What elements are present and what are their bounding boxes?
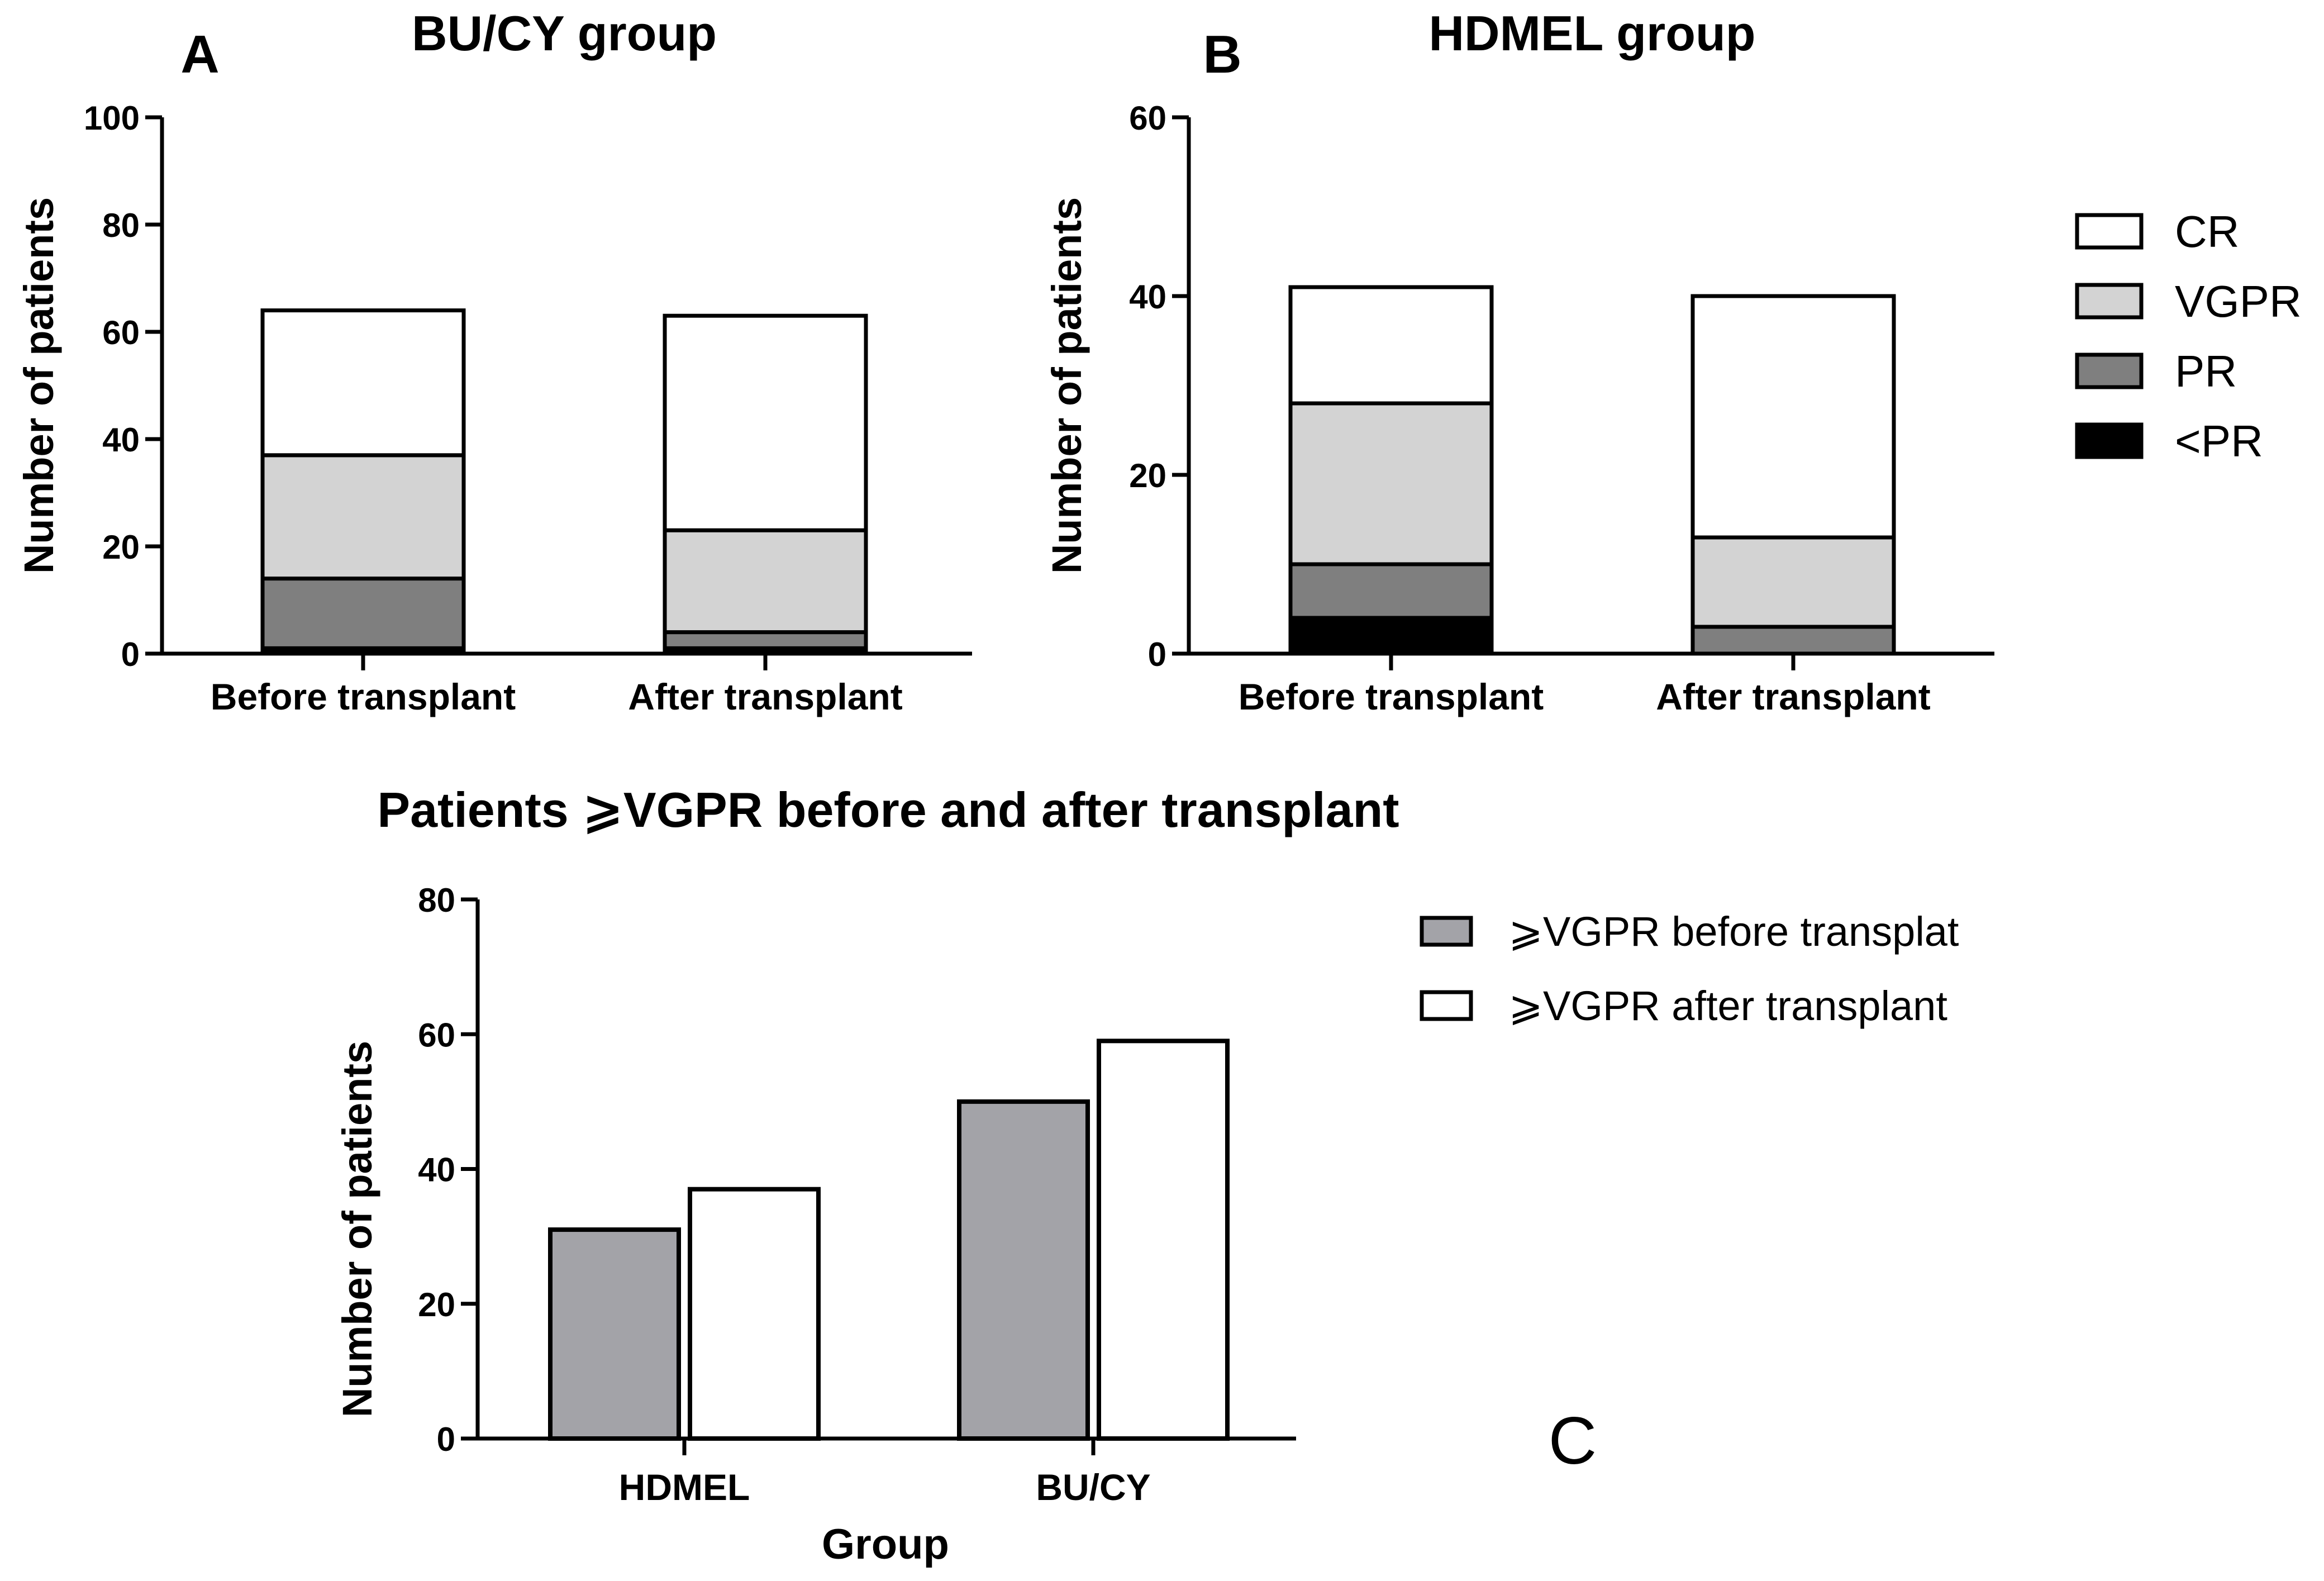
panel-c-title: Patients ⩾VGPR before and after transpla… (377, 782, 1399, 837)
panel-b-bar-VGPR (1288, 401, 1494, 566)
legend-swatch-after (1420, 990, 1473, 1021)
legend-label-before: ⩾VGPR before transplat (1508, 908, 1959, 955)
legend-top: CR VGPR PR <PR (2075, 207, 2302, 466)
panel-b-y-tick-label: 40 (1129, 278, 1166, 316)
legend-swatch-PR (2075, 353, 2144, 389)
panel-a-y-tick-label: 100 (84, 99, 140, 137)
panel-c-y-tick-label: 40 (418, 1151, 455, 1189)
panel-b-plot: 0 20 40 60 Before transplant After transplant (1129, 99, 1994, 717)
panel-b-bar-CR (1690, 294, 1896, 540)
panel-c-bar-after (1097, 1039, 1230, 1441)
panel-c-bar-after (688, 1187, 821, 1441)
panel-c-y-tick-label: 80 (418, 882, 455, 919)
legend-label-PR: PR (2175, 346, 2237, 396)
legend-label-lt-PR: <PR (2175, 416, 2263, 466)
panel-a-bar-PR (663, 630, 868, 650)
panel-b-bar-PR (1288, 562, 1494, 620)
panel-b-x-tick-label: After transplant (1656, 676, 1930, 717)
legend-swatch-VGPR (2075, 283, 2144, 320)
panel-c-plot: 0 20 40 60 80 HDMEL BU/CY (418, 882, 1296, 1508)
panel-b-bar-lt-PR (1288, 616, 1494, 656)
panel-c-x-axis-label: Group (822, 1521, 949, 1568)
panel-b-y-axis-label: Number of patients (1044, 197, 1090, 574)
panel-a-plot: 0 20 40 60 80 100 Before transplant After trans… (84, 99, 972, 717)
panel-c-label: C (1549, 1403, 1597, 1478)
panel-a-x-tick-label: After transplant (628, 676, 902, 717)
legend-label-CR: CR (2175, 207, 2240, 256)
panel-c-y-axis-label: Number of patients (334, 1041, 380, 1417)
panel-b-y-tick-label: 20 (1129, 457, 1166, 494)
panel-a-y-tick-label: 60 (102, 314, 140, 351)
panel-c-x-tick-label: BU/CY (1036, 1466, 1150, 1508)
panel-b-x-tick-label: Before transplant (1239, 676, 1544, 717)
panel-b-bar-PR (1690, 625, 1896, 656)
panel-a-y-tick-label: 40 (102, 421, 140, 459)
panel-a-label: A (180, 25, 219, 84)
panel-c-bar-before (957, 1099, 1090, 1441)
panel-b-y-tick-label: 0 (1148, 636, 1166, 673)
panel-a-bar-PR (260, 577, 466, 650)
legend-label-after: ⩾VGPR after transplant (1508, 983, 1947, 1029)
panel-a-y-tick-label: 20 (102, 528, 140, 566)
legend-swatch-CR (2075, 213, 2144, 250)
panel-c-y-tick-label: 60 (418, 1016, 455, 1054)
panel-a-bar-CR (260, 308, 466, 458)
legend-bottom: ⩾VGPR before transplat ⩾VGPR after transp… (1420, 908, 1959, 1029)
panel-a-title: BU/CY group (412, 6, 717, 61)
panel-a-y-tick-label: 80 (102, 207, 140, 244)
panel-c-y-tick-label: 0 (437, 1421, 455, 1458)
panel-a-x-tick-label: Before transplant (211, 676, 516, 717)
panel-b-bar-VGPR (1690, 535, 1896, 629)
legend-swatch-lt-PR (2075, 422, 2144, 459)
panel-a-bar-VGPR (260, 453, 466, 581)
legend-swatch-before (1420, 916, 1473, 947)
panel-b: B HDMEL group Number of patients 0 20 40 60… (1044, 6, 1994, 717)
panel-a-bar-VGPR (663, 528, 868, 635)
panel-a: A BU/CY group Number of patients 0 20 40 60… (16, 6, 972, 717)
panel-b-label: B (1203, 25, 1241, 84)
panel-a-y-tick-label: 0 (121, 636, 140, 673)
panel-b-y-tick-label: 60 (1129, 99, 1166, 137)
panel-c-x-tick-label: HDMEL (619, 1466, 750, 1508)
panel-c-bar-before (548, 1227, 681, 1441)
panel-b-bar-CR (1288, 285, 1494, 406)
panel-c-y-tick-label: 20 (418, 1286, 455, 1323)
panel-c: Patients ⩾VGPR before and after transpla… (334, 782, 1597, 1568)
panel-a-bar-CR (663, 313, 868, 532)
panel-b-title: HDMEL group (1429, 6, 1756, 61)
panel-a-y-axis-label: Number of patients (16, 197, 62, 574)
legend-label-VGPR: VGPR (2175, 277, 2302, 326)
